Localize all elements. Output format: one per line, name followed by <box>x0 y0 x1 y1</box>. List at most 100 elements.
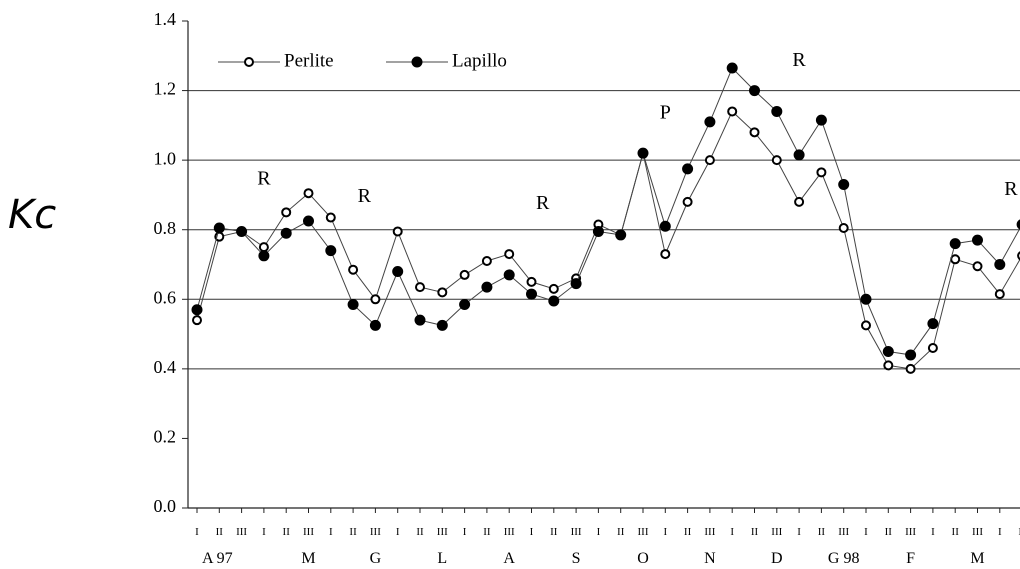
lapillo-point <box>994 259 1006 270</box>
lapillo-point <box>414 314 426 326</box>
perlite-point <box>459 269 470 280</box>
dekad-label: II <box>550 526 558 538</box>
month-label: M <box>970 550 984 567</box>
dekad-label: II <box>216 526 224 538</box>
month-label: S <box>572 550 581 567</box>
lapillo-point <box>325 245 337 257</box>
axes: 0.0 0.2 0.4 0.6 0.8 1.0 1.2 1.4 <box>154 9 1020 516</box>
dekad-label: III <box>838 526 849 538</box>
perlite-point <box>816 167 827 178</box>
perlite-point <box>392 226 403 237</box>
lapillo-point <box>860 293 872 305</box>
perlite-point <box>348 264 359 275</box>
dekad-label: III <box>236 526 247 538</box>
dekad-label: II <box>617 526 625 538</box>
dekad-label: I <box>262 526 266 538</box>
legend-lapillo-label: Lapillo <box>452 50 507 71</box>
lapillo-point <box>704 116 716 128</box>
dekad-label: III <box>638 526 649 538</box>
lapillo-point <box>682 163 694 175</box>
lapillo-point <box>258 250 270 262</box>
dekad-label: I <box>396 526 400 538</box>
lapillo-point <box>905 349 917 361</box>
dekad-label: II <box>885 526 893 538</box>
perlite-point <box>370 294 381 305</box>
perlite-point <box>883 360 894 371</box>
lapillo-point <box>213 222 225 234</box>
dekad-label: III <box>972 526 983 538</box>
lapillo-point <box>949 238 961 250</box>
y-axis-label: Kc <box>8 192 56 238</box>
dekad-label: II <box>416 526 424 538</box>
lapillo-point <box>972 234 983 246</box>
month-label: N <box>704 550 716 567</box>
legend-perlite-marker <box>244 57 254 67</box>
dekad-label: I <box>195 526 199 538</box>
dekad-label: I <box>530 526 534 538</box>
annotation-label: R <box>536 192 550 214</box>
lapillo-point <box>369 319 381 331</box>
lapillo-point <box>503 269 515 281</box>
annotation-label: R <box>1004 178 1018 200</box>
perlite-point <box>927 342 938 353</box>
dekad-label: II <box>349 526 357 538</box>
lapillo-point <box>459 299 471 311</box>
perlite-point <box>994 289 1005 300</box>
lapillo-point <box>548 295 560 307</box>
dekad-label: II <box>818 526 826 538</box>
gridlines <box>188 90 1020 370</box>
dekad-label: I <box>730 526 734 538</box>
perlite-point <box>794 196 805 207</box>
dekad-label: I <box>329 526 333 538</box>
perlite-point <box>727 106 738 117</box>
dekad-label: II <box>952 526 960 538</box>
lapillo-point <box>659 220 671 232</box>
month-label: L <box>437 550 447 567</box>
dekad-label: I <box>797 526 801 538</box>
annotation-label: R <box>257 167 271 189</box>
lapillo-point <box>347 299 359 311</box>
lapillo-point <box>1016 219 1020 230</box>
lapillo-point <box>726 62 738 74</box>
lapillo-point <box>481 281 493 293</box>
lapillo-point <box>749 85 760 97</box>
annotation-label: P <box>660 101 671 123</box>
dekad-label: II <box>1018 526 1020 538</box>
annotations: R R R P R R <box>257 49 1018 214</box>
perlite-point <box>192 315 202 326</box>
perlite-point <box>682 196 693 207</box>
perlite-point <box>548 283 559 294</box>
dekad-label: II <box>483 526 491 538</box>
perlite-point <box>258 242 269 253</box>
perlite-point <box>950 254 961 265</box>
y-tick-label: 1.0 <box>154 148 177 168</box>
dekad-label: III <box>571 526 582 538</box>
lapillo-point <box>793 149 805 161</box>
lapillo-point <box>236 225 248 237</box>
lapillo-point <box>303 215 314 227</box>
dekad-label: I <box>597 526 601 538</box>
lapillo-line <box>196 67 1020 356</box>
month-label: G 98 <box>828 550 860 567</box>
dekad-label: II <box>684 526 692 538</box>
lapillo-point <box>815 114 827 126</box>
lapillo-point <box>592 225 604 237</box>
lapillo-point <box>570 278 582 290</box>
y-tick-label: 0.6 <box>154 287 177 307</box>
perlite-point <box>972 261 983 272</box>
perlite-point <box>504 249 515 260</box>
dekad-label: II <box>283 526 291 538</box>
lapillo-point <box>392 265 404 277</box>
perlite-point <box>749 127 760 138</box>
perlite-line <box>196 110 1020 370</box>
dekad-label: I <box>663 526 667 538</box>
perlite-point <box>771 155 782 166</box>
dekad-label: I <box>998 526 1002 538</box>
lapillo-point <box>436 319 448 331</box>
month-label: A 97 <box>202 550 233 567</box>
y-tick-label: 0.2 <box>154 427 177 447</box>
month-label: F <box>906 550 915 567</box>
dekad-label: III <box>370 526 381 538</box>
perlite-point <box>303 188 314 199</box>
